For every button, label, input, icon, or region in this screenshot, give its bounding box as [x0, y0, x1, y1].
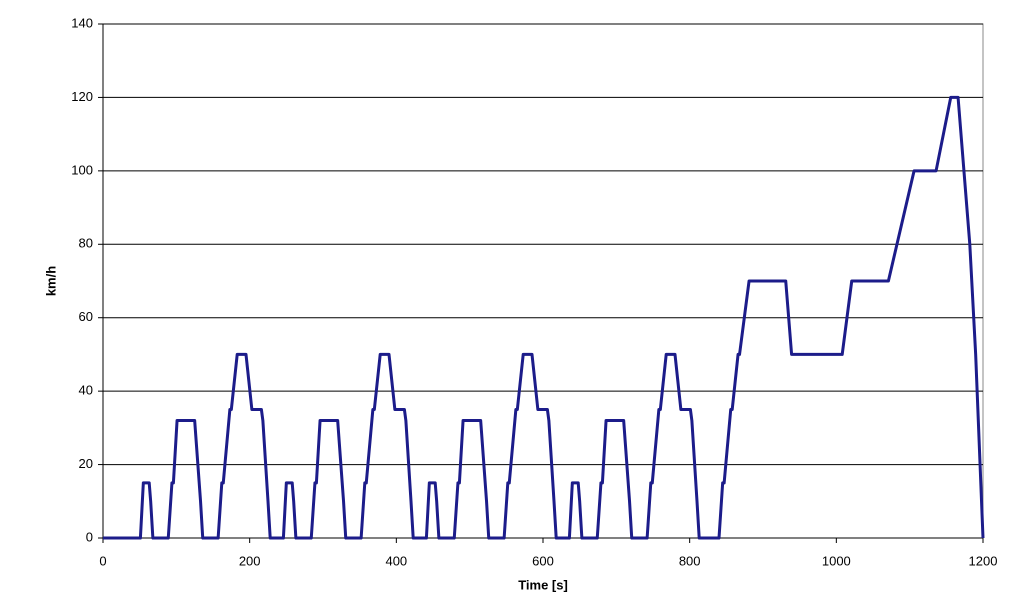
x-tick-label: 200 [239, 553, 261, 568]
x-tick-label: 0 [99, 553, 106, 568]
x-tick-label: 1000 [822, 553, 851, 568]
x-tick-label: 800 [679, 553, 701, 568]
x-tick-label: 1200 [969, 553, 998, 568]
x-tick-label: 400 [385, 553, 407, 568]
y-tick-label: 80 [79, 236, 93, 251]
x-tick-label: 600 [532, 553, 554, 568]
y-tick-label: 120 [71, 89, 93, 104]
y-axis-title: km/h [43, 266, 58, 296]
y-tick-label: 140 [71, 15, 93, 30]
x-axis-title: Time [s] [518, 577, 568, 592]
y-tick-label: 0 [86, 529, 93, 544]
y-tick-label: 100 [71, 162, 93, 177]
data-line [103, 95, 985, 540]
y-tick-label: 40 [79, 383, 93, 398]
y-tick-label: 20 [79, 456, 93, 471]
y-tick-label: 60 [79, 309, 93, 324]
